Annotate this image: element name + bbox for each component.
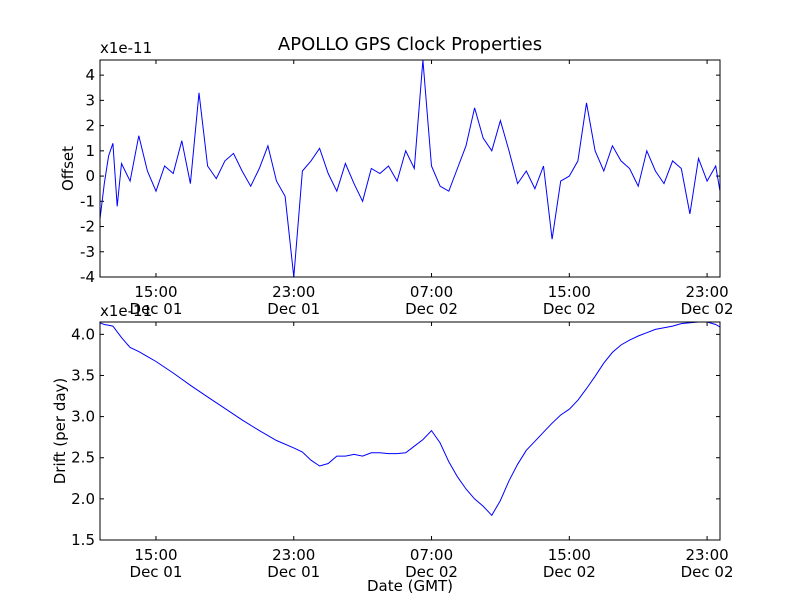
x-tick-label-time: 15:00	[548, 283, 591, 301]
offset-plot-frame	[99, 59, 721, 278]
y-tick-label: 3.0	[71, 408, 95, 426]
chart-title: APOLLO GPS Clock Properties	[278, 34, 542, 55]
drift-ticks	[100, 322, 720, 541]
drift-panel: x1e-11 Drift (per day) 1.5 2.0 2.5 3.0 3.5 4.…	[51, 302, 734, 581]
x-tick-label-time: 07:00	[410, 283, 453, 301]
y-tick-label: 1.5	[71, 531, 95, 549]
x-tick-label-time: 15:00	[548, 546, 591, 564]
x-tick-label-date: Dec 01	[130, 563, 183, 581]
x-tick-label-date: Dec 02	[405, 563, 458, 581]
drift-y-tick-labels: 1.5 2.0 2.5 3.0 3.5 4.0	[71, 325, 95, 549]
y-tick-label: 2.5	[71, 449, 95, 467]
x-tick-label-date: Dec 01	[267, 563, 320, 581]
y-tick-label: 4	[85, 66, 95, 84]
y-tick-label: -2	[80, 218, 95, 236]
y-tick-label: -3	[80, 243, 95, 261]
x-tick-label-date: Dec 02	[681, 563, 734, 581]
x-axis-label: Date (GMT)	[367, 577, 453, 595]
drift-y-axis-label: Drift (per day)	[51, 378, 69, 485]
x-tick-label-date: Dec 02	[543, 300, 596, 318]
x-tick-label-date: Dec 02	[681, 300, 734, 318]
drift-series-line	[99, 321, 721, 517]
y-tick-label: 4.0	[71, 325, 95, 343]
x-tick-label-date: Dec 01	[130, 300, 183, 318]
offset-ticks	[100, 60, 720, 278]
x-tick-label-time: 23:00	[685, 546, 728, 564]
y-tick-label: -1	[80, 192, 95, 210]
x-tick-label-time: 23:00	[272, 283, 315, 301]
x-tick-label-time: 15:00	[134, 546, 177, 564]
offset-multiplier-label: x1e-11	[100, 39, 152, 57]
y-tick-label: -4	[80, 268, 95, 286]
x-tick-label-time: 07:00	[410, 546, 453, 564]
y-tick-label: 3	[85, 91, 95, 109]
x-tick-label-date: Dec 02	[543, 563, 596, 581]
x-tick-label-date: Dec 02	[405, 300, 458, 318]
offset-series-line	[99, 59, 721, 278]
y-tick-label: 1	[85, 142, 95, 160]
drift-plot-frame	[99, 321, 721, 541]
y-tick-label: 2	[85, 117, 95, 135]
y-tick-label: 0	[85, 167, 95, 185]
offset-y-tick-labels: -4 -3 -2 -1 0 1 2 3 4	[80, 66, 95, 286]
x-tick-label-time: 15:00	[134, 283, 177, 301]
offset-y-axis-label: Offset	[59, 146, 77, 191]
x-tick-label-time: 23:00	[272, 546, 315, 564]
y-tick-label: 3.5	[71, 366, 95, 384]
drift-multiplier-label: x1e-11	[100, 302, 152, 320]
y-tick-label: 2.0	[71, 490, 95, 508]
x-tick-label-date: Dec 01	[267, 300, 320, 318]
x-tick-label-time: 23:00	[685, 283, 728, 301]
